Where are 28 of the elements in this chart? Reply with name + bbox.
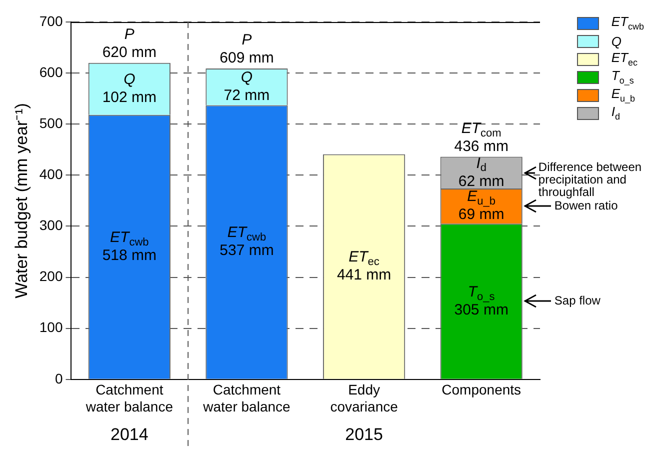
annotation: Difference between precipitation and throughfall: [538, 160, 642, 199]
legend-label: ET$_{cwb}$: [611, 14, 644, 32]
legend-label: ET$_{ec}$: [611, 50, 638, 68]
x-tick-label: Components: [442, 382, 522, 398]
text: 2014: [110, 425, 148, 444]
y-tick-label: 300: [39, 217, 63, 234]
y-tick-label: 100: [39, 319, 63, 336]
legend-label: I$_{d}$: [611, 104, 620, 122]
legend-label: T$_{o_s}$: [611, 68, 634, 86]
y-tick-label: 600: [39, 64, 63, 80]
y-axis-title: Water budget (mm year⁻¹): [12, 103, 31, 298]
text: Sap flow: [554, 294, 601, 308]
y-tick-label: 700: [39, 12, 63, 29]
data-label: Q 102 mm: [102, 71, 157, 106]
x-tick-label: Eddy covariance: [330, 382, 398, 414]
y-tick-label: 0: [54, 370, 63, 386]
y-tick-label: 500: [39, 114, 63, 131]
y-tick-label: 200: [39, 268, 63, 284]
legend-label: E$_{u_b}$: [611, 86, 636, 104]
y-tick-label: 400: [39, 166, 63, 182]
text: 2015: [345, 425, 383, 444]
x-tick-label: Catchment water balance: [202, 382, 291, 414]
legend-label: Q: [611, 34, 622, 48]
text: Bowen ratio: [554, 198, 618, 212]
x-tick-label: Catchment water balance: [84, 382, 174, 414]
total-label: P 620 mm: [102, 26, 157, 61]
total-label: P 609 mm: [220, 32, 274, 67]
data-label: Q 72 mm: [224, 69, 270, 104]
